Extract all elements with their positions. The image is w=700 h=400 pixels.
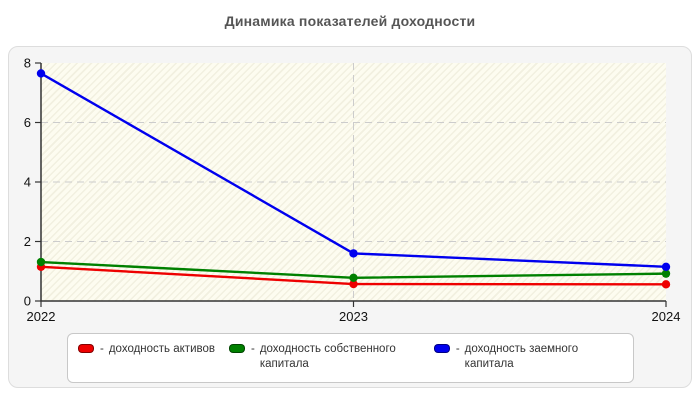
x-tick-label: 2024 <box>652 309 681 324</box>
legend-label: доходность заемного капитала <box>464 343 579 370</box>
chart-panel: 0 2 4 6 8 2022 2023 2024 - доходность активов -… <box>8 46 692 388</box>
y-tick-label: 4 <box>24 175 31 190</box>
y-tick-label: 0 <box>24 294 31 309</box>
legend-label: доходность активов <box>108 343 215 355</box>
data-point <box>661 262 671 271</box>
red-swatch-icon <box>78 344 94 353</box>
legend-dash: - <box>455 343 460 355</box>
legend-label: доходность собственного капитала <box>259 343 396 370</box>
data-point <box>661 280 671 289</box>
legend-dash: - <box>250 343 255 355</box>
data-point <box>349 273 358 282</box>
y-tick-label: 8 <box>24 56 31 71</box>
plot-area: 0 2 4 6 8 2022 2023 2024 <box>24 56 681 325</box>
legend-item-debt: - доходность заемного капитала <box>433 342 615 372</box>
blue-swatch-icon <box>433 344 450 353</box>
x-tick-label: 2023 <box>339 309 368 324</box>
green-swatch-icon <box>228 344 245 353</box>
data-point <box>36 257 46 267</box>
data-point <box>36 69 46 78</box>
data-point <box>349 279 358 289</box>
data-point <box>661 269 671 278</box>
y-tick-label: 2 <box>24 234 31 249</box>
y-tick-label: 6 <box>24 115 31 130</box>
x-tick-label: 2022 <box>27 309 56 324</box>
legend: - доходность активов - доходность собств… <box>67 333 634 383</box>
legend-item-assets: - доходность активов <box>78 342 215 357</box>
legend-item-equity: - доходность собственного капитала <box>228 342 420 372</box>
data-point <box>349 249 358 258</box>
chart-title: Динамика показателей доходности <box>224 13 476 29</box>
legend-dash: - <box>100 343 104 355</box>
